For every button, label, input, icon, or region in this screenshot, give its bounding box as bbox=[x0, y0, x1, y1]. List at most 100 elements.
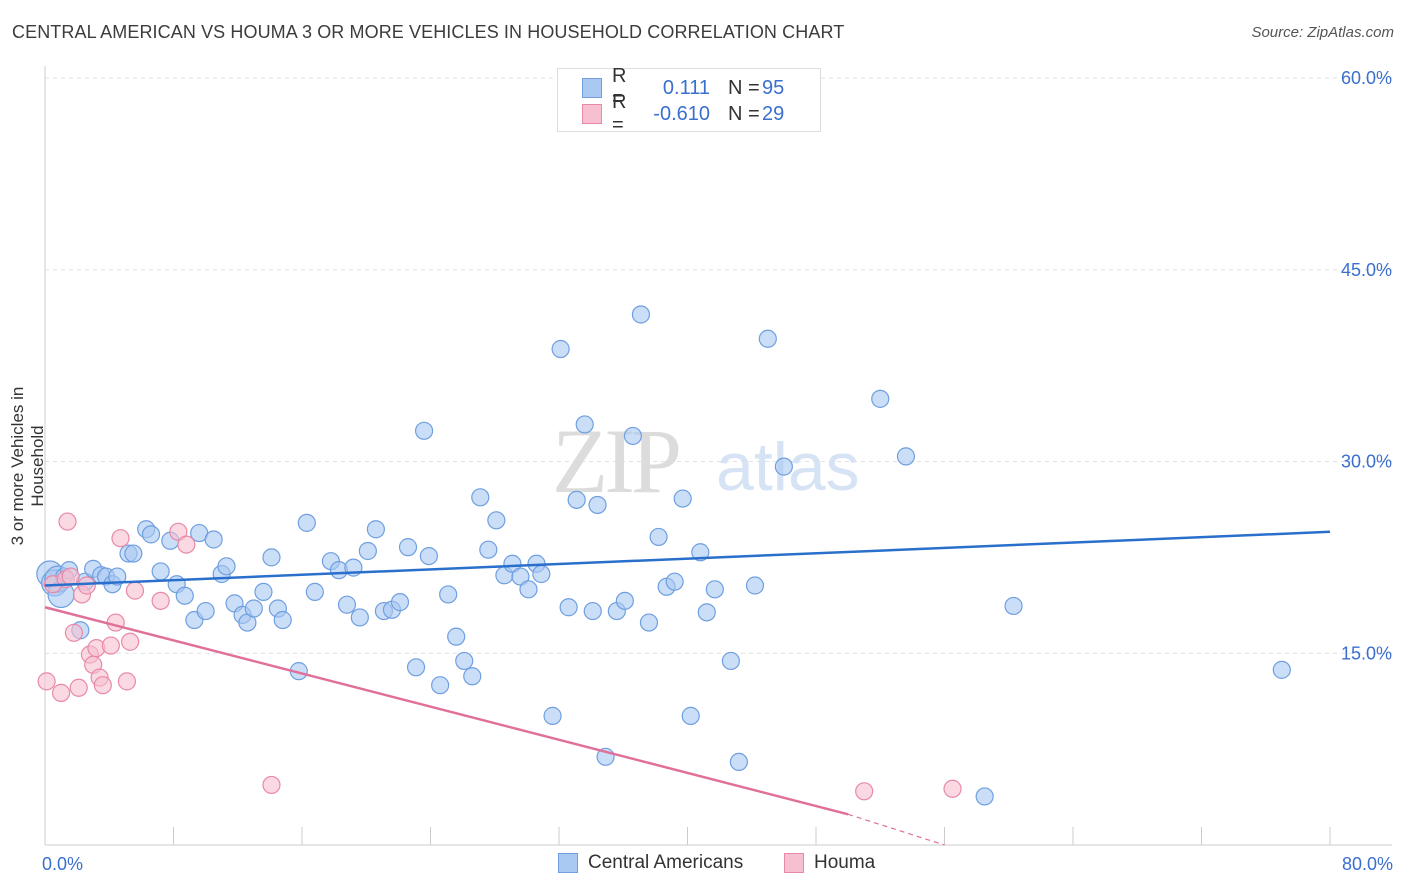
source-label: Source: ZipAtlas.com bbox=[1251, 24, 1394, 41]
houma-point bbox=[151, 591, 170, 610]
y-tick-label: 30.0% bbox=[1341, 452, 1392, 472]
houma-point bbox=[125, 581, 145, 600]
houma-point bbox=[69, 678, 88, 697]
central-americans-point bbox=[358, 541, 377, 561]
central-americans-point bbox=[758, 329, 777, 348]
central-americans-point bbox=[447, 627, 466, 646]
houma-point bbox=[101, 636, 120, 655]
central-americans-point bbox=[439, 585, 458, 604]
central-americans-point bbox=[1004, 596, 1023, 616]
central-americans-point bbox=[575, 415, 594, 434]
series-legend: Central Americans Houma bbox=[0, 852, 1406, 878]
central-americans-point bbox=[532, 564, 551, 584]
central-americans-point bbox=[975, 787, 994, 806]
central-americans-point bbox=[615, 591, 634, 610]
n-value: 29 bbox=[762, 102, 785, 125]
legend-row-houma: R = -0.610 N = 29 bbox=[582, 91, 785, 136]
central-americans-point bbox=[390, 593, 410, 612]
central-americans-point bbox=[559, 598, 578, 617]
central-americans-point bbox=[196, 601, 215, 621]
houma-point bbox=[262, 775, 281, 795]
central-americans-point bbox=[631, 305, 651, 324]
legend-row-central-americans: R = 0.111 N = 95 bbox=[582, 65, 784, 110]
legend-swatch-blue bbox=[582, 78, 602, 98]
central-americans-point bbox=[691, 543, 710, 562]
central-americans-point bbox=[431, 676, 450, 695]
central-americans-point bbox=[479, 540, 498, 559]
legend-label: Houma bbox=[814, 852, 876, 873]
central-americans-point bbox=[337, 595, 357, 614]
central-americans-point bbox=[697, 603, 716, 622]
central-americans-point bbox=[151, 562, 170, 581]
houma-point bbox=[77, 576, 96, 595]
r-value: 0.111 bbox=[662, 76, 710, 99]
legend-label: Central Americans bbox=[588, 852, 744, 873]
y-tick-label: 45.0% bbox=[1341, 260, 1392, 280]
central-americans-point bbox=[681, 706, 700, 725]
r-label: R = bbox=[612, 91, 627, 136]
central-americans-point bbox=[297, 513, 316, 532]
central-americans-point bbox=[305, 582, 324, 601]
n-label: N = bbox=[728, 102, 760, 125]
houma-point bbox=[37, 672, 56, 691]
central-americans-point bbox=[108, 567, 127, 586]
legend-swatch-pink bbox=[582, 104, 602, 124]
central-americans-point bbox=[398, 538, 418, 557]
y-tick-label: 15.0% bbox=[1341, 643, 1392, 663]
central-americans-point bbox=[729, 752, 749, 772]
central-americans-point bbox=[124, 544, 143, 563]
central-americans-point bbox=[649, 527, 668, 547]
central-americans-point bbox=[583, 601, 602, 621]
central-americans-point bbox=[721, 651, 740, 671]
trendline-houma bbox=[44, 606, 849, 816]
central-americans-point bbox=[551, 339, 570, 359]
houma-point bbox=[111, 529, 130, 548]
legend-item-central-americans: Central Americans bbox=[558, 852, 743, 874]
houma-point bbox=[177, 535, 196, 554]
central-americans-point bbox=[350, 608, 369, 627]
central-americans-point bbox=[217, 557, 236, 576]
central-americans-point bbox=[567, 490, 586, 509]
x-tick-label: 0.0% bbox=[42, 854, 83, 874]
central-americans-point bbox=[543, 706, 562, 725]
central-americans-point bbox=[204, 530, 223, 549]
central-americans-point bbox=[366, 520, 385, 539]
houma-point bbox=[64, 623, 84, 642]
central-americans-point bbox=[175, 586, 194, 605]
central-americans-point bbox=[623, 426, 642, 446]
n-label: N = bbox=[728, 76, 760, 99]
houma-point bbox=[51, 683, 71, 702]
r-value: -0.610 bbox=[653, 102, 710, 125]
houma-point bbox=[943, 779, 962, 798]
central-americans-point bbox=[705, 580, 724, 599]
central-americans-point bbox=[774, 457, 793, 476]
trendline-houma-extension bbox=[847, 813, 945, 846]
legend-item-houma: Houma bbox=[784, 852, 875, 874]
houma-point bbox=[121, 632, 140, 651]
central-americans-point bbox=[1272, 660, 1291, 679]
central-americans-point bbox=[673, 489, 692, 508]
legend-swatch-pink bbox=[784, 853, 804, 873]
central-americans-point bbox=[588, 495, 607, 515]
central-americans-point bbox=[871, 389, 890, 408]
central-americans-point bbox=[141, 525, 161, 544]
central-americans-point bbox=[503, 554, 522, 573]
houma-point bbox=[169, 522, 188, 541]
central-americans-point bbox=[414, 421, 434, 440]
central-americans-point bbox=[665, 572, 684, 591]
houma-point bbox=[61, 567, 80, 586]
central-americans-point bbox=[406, 658, 426, 677]
central-americans-point bbox=[511, 567, 530, 586]
correlation-legend: R = 0.111 N = 95 R = -0.610 N = 29 bbox=[557, 65, 821, 136]
central-americans-point bbox=[487, 511, 506, 530]
central-americans-point bbox=[639, 613, 659, 632]
houma-point bbox=[93, 676, 112, 695]
central-americans-point bbox=[896, 447, 916, 466]
r-label: R = bbox=[612, 65, 627, 110]
central-americans-point bbox=[419, 546, 438, 566]
central-americans-point bbox=[262, 548, 281, 567]
central-americans-point bbox=[519, 580, 538, 599]
y-tick-label: 60.0% bbox=[1341, 68, 1392, 88]
x-tick-label: 80.0% bbox=[1342, 854, 1393, 874]
